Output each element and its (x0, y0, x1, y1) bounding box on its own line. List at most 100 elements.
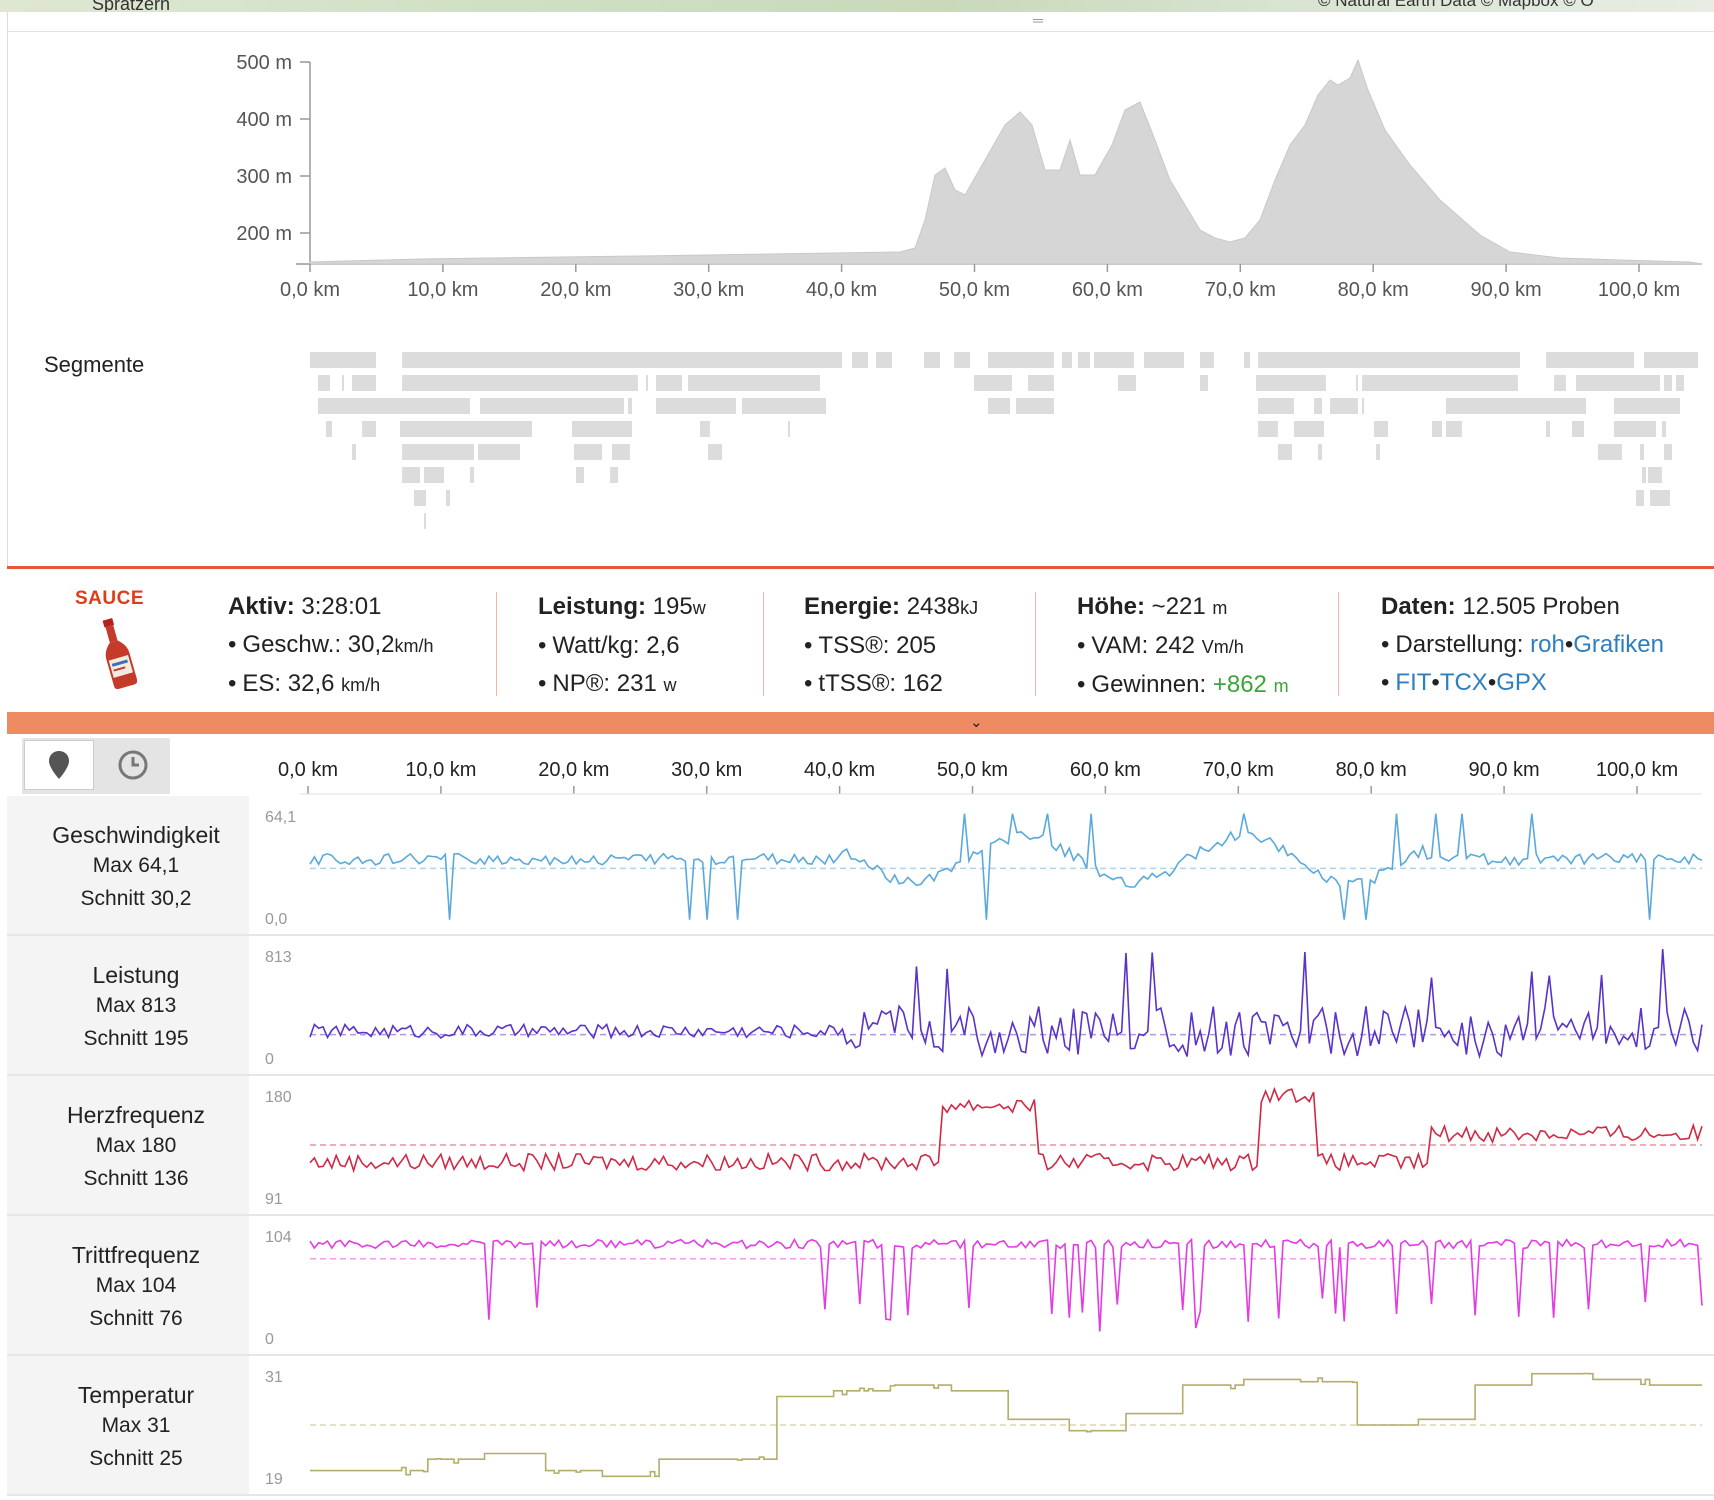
raw-link[interactable]: roh (1530, 631, 1565, 658)
chart-plot-hr[interactable]: 180 91 (250, 1076, 1705, 1214)
segment-bar[interactable] (1650, 490, 1670, 506)
segment-bar[interactable] (1640, 444, 1644, 460)
segment-bar[interactable] (402, 444, 474, 460)
segment-bar[interactable] (1028, 375, 1054, 391)
segment-bar[interactable] (1576, 375, 1660, 391)
segment-bar[interactable] (342, 375, 344, 391)
tab-time[interactable] (98, 740, 168, 790)
segment-bar[interactable] (1546, 421, 1550, 437)
chart-row-temp[interactable]: Temperatur Max 31 Schnitt 25 31 19 (7, 1356, 1714, 1494)
segment-bar[interactable] (1374, 421, 1388, 437)
segment-bar[interactable] (1330, 398, 1358, 414)
segment-bar[interactable] (446, 490, 450, 506)
segment-bar[interactable] (788, 421, 790, 437)
segment-bar[interactable] (352, 444, 356, 460)
segment-bar[interactable] (326, 421, 332, 437)
segment-bar[interactable] (954, 352, 970, 368)
chart-row-cadence[interactable]: Trittfrequenz Max 104 Schnitt 76 104 0 (7, 1216, 1714, 1354)
segment-bar[interactable] (612, 444, 630, 460)
segment-bar[interactable] (1432, 421, 1442, 437)
segment-bar[interactable] (988, 352, 1054, 368)
chart-plot-power[interactable]: 813 0 (250, 936, 1705, 1074)
segment-bar[interactable] (470, 467, 474, 483)
segment-bar[interactable] (1362, 375, 1518, 391)
segment-bar[interactable] (1648, 467, 1662, 483)
segment-bar[interactable] (1318, 444, 1322, 460)
segment-bar[interactable] (1546, 352, 1634, 368)
segment-bar[interactable] (400, 421, 532, 437)
segment-bar[interactable] (1078, 352, 1090, 368)
segment-bar[interactable] (1676, 375, 1684, 391)
segment-bar[interactable] (1258, 398, 1294, 414)
segment-bar[interactable] (1094, 352, 1134, 368)
segment-bar[interactable] (1294, 421, 1324, 437)
segment-bar[interactable] (1664, 444, 1672, 460)
segment-bar[interactable] (1636, 490, 1644, 506)
segment-bar[interactable] (424, 513, 426, 529)
segment-bar[interactable] (1256, 375, 1326, 391)
segment-bar[interactable] (742, 398, 826, 414)
segment-bar[interactable] (576, 467, 584, 483)
segment-bar[interactable] (318, 398, 470, 414)
segment-bar[interactable] (974, 375, 1012, 391)
segment-bar[interactable] (700, 421, 710, 437)
segment-bar[interactable] (1016, 398, 1054, 414)
double-chevron-down-icon[interactable]: ⌄ (970, 714, 983, 731)
segment-bar[interactable] (1554, 375, 1566, 391)
chart-plot-speed[interactable]: 64,1 0,0 (250, 796, 1705, 934)
segment-bar[interactable] (1446, 398, 1562, 414)
segment-bar[interactable] (1376, 444, 1380, 460)
segment-bar[interactable] (1118, 375, 1136, 391)
segment-bar[interactable] (1662, 421, 1666, 437)
segment-bar[interactable] (1062, 352, 1072, 368)
segment-bar[interactable] (1278, 444, 1292, 460)
tab-distance[interactable] (24, 740, 94, 790)
segment-bar[interactable] (988, 398, 1010, 414)
segment-bar[interactable] (1258, 352, 1520, 368)
segment-bar[interactable] (646, 375, 648, 391)
segment-bar[interactable] (1614, 421, 1656, 437)
segment-bar[interactable] (310, 352, 376, 368)
segment-bar[interactable] (1664, 375, 1672, 391)
segment-bar[interactable] (1258, 421, 1278, 437)
segment-bar[interactable] (852, 352, 868, 368)
segment-bar[interactable] (1200, 375, 1208, 391)
segment-bar[interactable] (574, 444, 602, 460)
segment-bar[interactable] (352, 375, 376, 391)
segment-bar[interactable] (362, 421, 376, 437)
resize-handle-icon[interactable]: ═ (1033, 12, 1043, 28)
segment-bar[interactable] (414, 490, 426, 506)
segment-bar[interactable] (1144, 352, 1184, 368)
segment-bar[interactable] (628, 398, 632, 414)
segment-bar[interactable] (610, 467, 618, 483)
collapse-bar[interactable] (7, 712, 1714, 734)
segment-bar[interactable] (924, 352, 940, 368)
segment-bar[interactable] (1314, 398, 1322, 414)
chart-row-hr[interactable]: Herzfrequenz Max 180 Schnitt 136 180 91 (7, 1076, 1714, 1214)
segment-bar[interactable] (688, 375, 820, 391)
segment-bar[interactable] (480, 398, 624, 414)
segment-bar[interactable] (1598, 444, 1622, 460)
segment-bar[interactable] (656, 375, 682, 391)
elevation-chart[interactable]: 500 m 400 m 300 m 200 m 0,0 km 10,0 km 20,0 k… (0, 35, 1714, 310)
chart-row-power[interactable]: Leistung Max 813 Schnitt 195 813 0 (7, 936, 1714, 1074)
segment-bar[interactable] (708, 444, 722, 460)
segment-bar[interactable] (1200, 352, 1214, 368)
map-view[interactable]: Spratzern © Natural Earth Data © Mapbox … (0, 0, 1714, 12)
chart-plot-temp[interactable]: 31 19 (250, 1356, 1705, 1494)
segment-bar[interactable] (1644, 352, 1698, 368)
segment-bar[interactable] (1362, 398, 1364, 414)
segment-bar[interactable] (1580, 421, 1584, 437)
segment-bar[interactable] (572, 421, 632, 437)
segment-bar[interactable] (656, 398, 736, 414)
segment-bar[interactable] (876, 352, 892, 368)
tcx-export-link[interactable]: TCX (1439, 669, 1488, 696)
gpx-export-link[interactable]: GPX (1496, 669, 1547, 696)
segment-bar[interactable] (1614, 398, 1680, 414)
segment-bar[interactable] (424, 467, 444, 483)
segment-bar[interactable] (1642, 467, 1646, 483)
segment-bar[interactable] (1446, 421, 1462, 437)
graphs-link[interactable]: Grafiken (1573, 631, 1664, 658)
segment-bar[interactable] (402, 352, 842, 368)
segment-bar[interactable] (478, 444, 520, 460)
